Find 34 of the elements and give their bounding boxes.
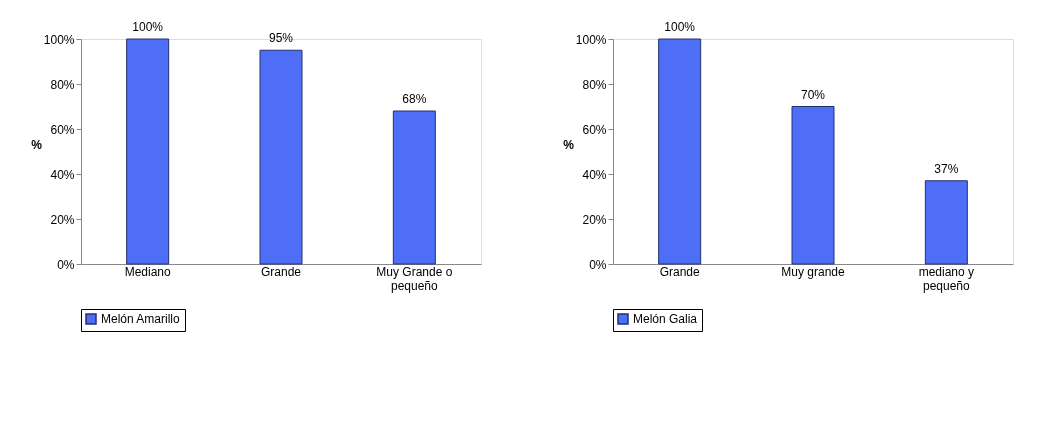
y-tick-label: 20%	[582, 212, 607, 227]
text: 100%	[132, 20, 164, 34]
bar	[259, 49, 303, 265]
y-tick-label: 0%	[589, 257, 607, 272]
x-tick-label: Muy grande	[781, 264, 846, 279]
text: 95%	[268, 31, 294, 46]
y-tick-label: 60%	[50, 122, 75, 137]
x-tick-label: Grande	[659, 264, 700, 279]
y-axis-title: %	[563, 138, 575, 152]
y-tick-label: 100%	[43, 32, 75, 47]
legend-label: Melón Galia	[633, 312, 698, 326]
x-tick-label: Mediano	[124, 264, 172, 279]
text: 70%	[800, 87, 826, 102]
x-tick-label: Grande	[260, 264, 302, 279]
bar	[658, 38, 702, 265]
y-tick-label: 60%	[582, 122, 607, 137]
y-tick-label: 80%	[50, 77, 75, 92]
text: 68%	[402, 92, 427, 106]
y-tick-label: 0%	[57, 257, 75, 272]
bar	[126, 38, 170, 265]
bar	[924, 180, 968, 265]
y-tick-label: 40%	[50, 167, 75, 182]
y-tick-label: 20%	[50, 212, 75, 227]
x-tick-label: Muy Grande o pequeño	[376, 264, 453, 293]
y-axis-title: %	[31, 138, 43, 152]
y-tick-label: 80%	[582, 77, 607, 92]
bar	[392, 110, 436, 265]
text: 37%	[934, 161, 959, 176]
bar	[791, 106, 835, 265]
y-tick-label: 40%	[582, 167, 607, 182]
y-tick-label: 100%	[575, 32, 607, 47]
text: 100%	[664, 20, 696, 34]
x-tick-label: mediano y pequeño	[918, 264, 975, 293]
legend-label: Melón Amarillo	[101, 312, 181, 326]
